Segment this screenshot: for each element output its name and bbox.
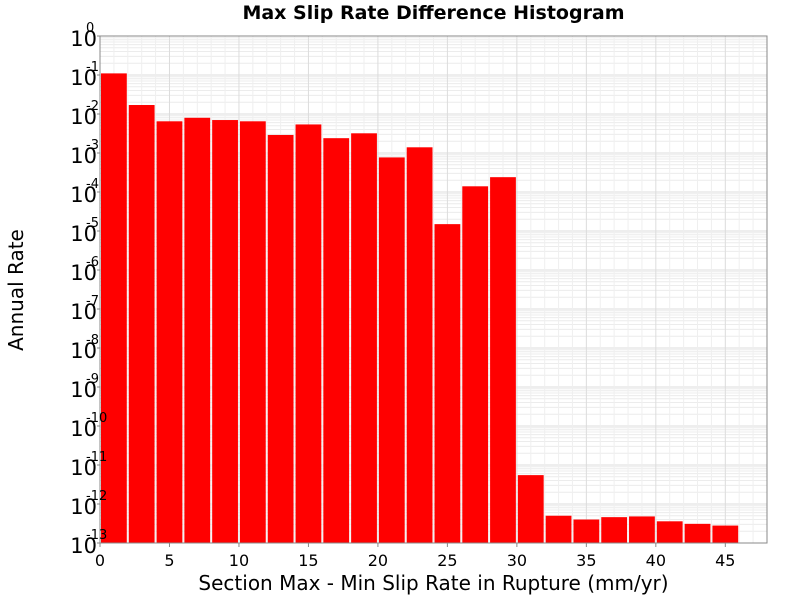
histogram-bar — [351, 133, 377, 544]
histogram-bar — [517, 475, 544, 543]
y-tick-exponent: -10 — [86, 411, 107, 426]
histogram-bar — [712, 525, 739, 543]
y-tick: 10-1 — [70, 60, 100, 90]
y-tick-base: 10 — [70, 27, 97, 51]
y-tick: 100 — [70, 21, 100, 51]
y-tick: 10-5 — [70, 216, 100, 246]
y-tick-base: 10 — [70, 144, 97, 168]
y-tick: 10-4 — [70, 177, 100, 207]
y-tick-base: 10 — [70, 417, 97, 441]
histogram-bar — [545, 515, 572, 543]
y-tick: 10-10 — [70, 411, 107, 441]
y-tick: 10-8 — [70, 333, 100, 363]
x-axis-label: Section Max - Min Slip Rate in Rupture (… — [198, 571, 669, 595]
histogram-bar — [239, 121, 266, 543]
y-tick: 10-11 — [70, 450, 107, 480]
histogram-bar — [128, 105, 155, 544]
histogram-bar — [323, 138, 350, 544]
y-tick: 10-12 — [70, 489, 107, 519]
histogram-bar — [434, 224, 461, 543]
y-tick-exponent: -1 — [86, 60, 99, 75]
y-tick-exponent: 0 — [86, 21, 94, 36]
x-tick-label: 10 — [229, 551, 249, 570]
histogram-bar — [656, 521, 683, 543]
x-tick-label: 40 — [646, 551, 666, 570]
y-tick-exponent: -3 — [86, 138, 99, 153]
histogram-bar — [629, 516, 655, 543]
y-tick-base: 10 — [70, 495, 97, 519]
y-tick: 10-2 — [70, 99, 100, 129]
chart-title: Max Slip Rate Difference Histogram — [242, 2, 625, 24]
y-tick: 10-9 — [70, 372, 100, 402]
y-tick-base: 10 — [70, 222, 97, 246]
y-tick-base: 10 — [70, 339, 97, 363]
plot-frame — [99, 35, 768, 544]
y-tick-exponent: -6 — [86, 255, 99, 270]
y-tick-labels: 10010-110-210-310-410-510-610-710-810-91… — [70, 21, 107, 558]
x-tick-labels: 0 5 10 15 20 25 30 35 40 45 — [95, 543, 735, 570]
histogram-bar — [295, 124, 322, 543]
y-tick-base: 10 — [70, 66, 97, 90]
x-tick-label: 45 — [715, 551, 735, 570]
y-tick-base: 10 — [70, 456, 97, 480]
histogram-bar — [573, 519, 600, 543]
y-tick: 10-3 — [70, 138, 100, 168]
y-tick-exponent: -12 — [86, 489, 107, 504]
y-tick: 10-6 — [70, 255, 100, 285]
y-tick-exponent: -7 — [86, 294, 99, 309]
histogram-bar — [267, 134, 294, 543]
y-tick: 10-13 — [70, 528, 107, 558]
histogram-bar — [684, 523, 711, 543]
y-tick: 10-7 — [70, 294, 100, 324]
y-axis-label: Annual Rate — [4, 229, 28, 351]
histogram-bar — [601, 517, 628, 543]
y-tick-exponent: -11 — [86, 450, 107, 465]
histogram-bar — [101, 73, 127, 544]
histogram-bar — [212, 120, 238, 544]
histogram-bar — [406, 147, 433, 543]
histogram-bar — [378, 157, 405, 543]
x-tick-label: 30 — [507, 551, 527, 570]
y-tick-base: 10 — [70, 183, 97, 207]
x-tick-label: 35 — [576, 551, 596, 570]
y-tick-base: 10 — [70, 300, 97, 324]
y-tick-base: 10 — [70, 261, 97, 285]
x-tick-label: 15 — [298, 551, 318, 570]
bars — [101, 73, 739, 544]
histogram-bar — [462, 186, 489, 543]
y-tick-exponent: -8 — [86, 333, 99, 348]
x-tick-label: 20 — [368, 551, 388, 570]
x-tick-label: 25 — [437, 551, 457, 570]
y-tick-exponent: -4 — [86, 177, 99, 192]
y-tick-base: 10 — [70, 378, 97, 402]
y-tick-exponent: -9 — [86, 372, 99, 387]
y-tick-exponent: -2 — [86, 99, 99, 114]
y-tick-base: 10 — [70, 534, 97, 558]
x-tick-label: 0 — [95, 551, 105, 570]
histogram-bar — [184, 117, 211, 544]
y-tick-base: 10 — [70, 105, 97, 129]
histogram-bar — [490, 177, 516, 544]
y-tick-exponent: -5 — [86, 216, 99, 231]
y-tick-exponent: -13 — [86, 528, 107, 543]
histogram-bar — [156, 121, 183, 543]
x-tick-label: 5 — [164, 551, 174, 570]
